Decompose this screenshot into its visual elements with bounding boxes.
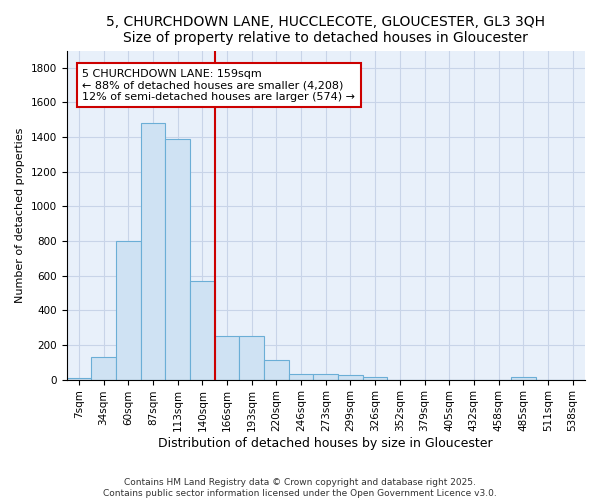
Bar xyxy=(363,377,388,380)
Bar xyxy=(338,376,363,380)
Bar xyxy=(511,377,536,380)
Bar xyxy=(165,139,190,380)
Bar xyxy=(116,241,140,380)
Bar xyxy=(215,336,239,380)
Bar xyxy=(67,378,91,380)
Bar xyxy=(264,360,289,380)
Bar xyxy=(91,357,116,380)
Text: 5 CHURCHDOWN LANE: 159sqm
← 88% of detached houses are smaller (4,208)
12% of se: 5 CHURCHDOWN LANE: 159sqm ← 88% of detac… xyxy=(82,68,355,102)
Bar xyxy=(140,124,165,380)
Bar xyxy=(289,374,313,380)
Y-axis label: Number of detached properties: Number of detached properties xyxy=(15,128,25,303)
Bar xyxy=(190,281,215,380)
Bar xyxy=(239,336,264,380)
Title: 5, CHURCHDOWN LANE, HUCCLECOTE, GLOUCESTER, GL3 3QH
Size of property relative to: 5, CHURCHDOWN LANE, HUCCLECOTE, GLOUCEST… xyxy=(106,15,545,45)
X-axis label: Distribution of detached houses by size in Gloucester: Distribution of detached houses by size … xyxy=(158,437,493,450)
Bar xyxy=(313,374,338,380)
Text: Contains HM Land Registry data © Crown copyright and database right 2025.
Contai: Contains HM Land Registry data © Crown c… xyxy=(103,478,497,498)
